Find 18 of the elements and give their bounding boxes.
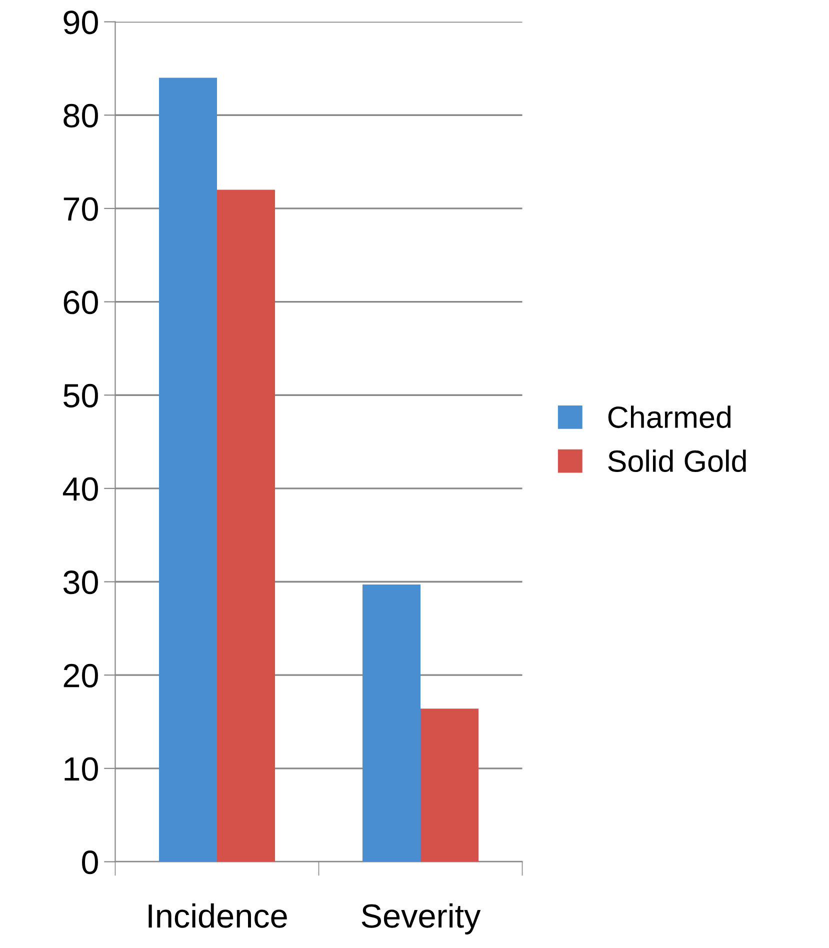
y-tick-label: 10 [64,757,98,781]
legend-label: Charmed [608,406,730,428]
y-tick-label: 70 [64,197,98,221]
y-tick-label: 50 [64,384,98,408]
y-tick-label: 30 [63,570,98,594]
y-tick-label: 40 [62,477,98,501]
y-tick-label: 60 [64,290,98,314]
y-tick-label: 90 [64,10,98,34]
legend-label: Solid Gold [608,450,746,472]
y-tick-label: 80 [64,104,98,128]
bar [362,584,421,862]
y-tick-label: 0 [82,850,98,874]
bar [158,78,217,862]
y-tick-label: 20 [64,664,98,688]
bar [420,708,479,862]
bar [216,190,275,862]
x-tick-label: Incidence [148,903,287,928]
x-tick-label: Severity [362,903,481,934]
